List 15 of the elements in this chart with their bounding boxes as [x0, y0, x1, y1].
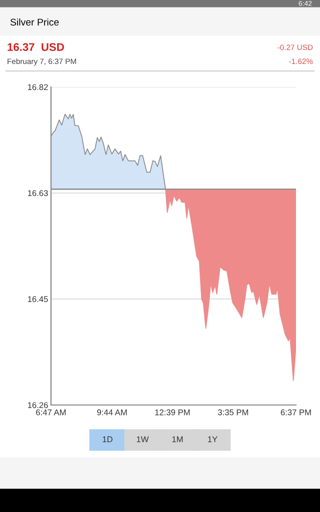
x-tick-label: 9:44 AM [97, 409, 127, 416]
x-tick-label: 3:35 PM [218, 409, 248, 416]
text: 1D [102, 436, 112, 442]
text: 1Y [208, 436, 218, 442]
y-tick-label: 16.26 [28, 402, 48, 408]
y-tick-label: 16.63 [28, 190, 48, 196]
text: 1M [172, 436, 183, 442]
x-tick-label: 6:37 PM [280, 409, 311, 416]
chart-title: Silver Price [10, 18, 59, 26]
x-tick-label: 12:39 PM [155, 409, 190, 416]
y-tick-label: 16.82 [28, 84, 48, 90]
x-tick-label: 6:47 AM [36, 409, 66, 416]
y-tick-label: 16.45 [28, 296, 48, 302]
text: 16.37 USD [8, 43, 64, 51]
text: 1W [136, 436, 149, 442]
